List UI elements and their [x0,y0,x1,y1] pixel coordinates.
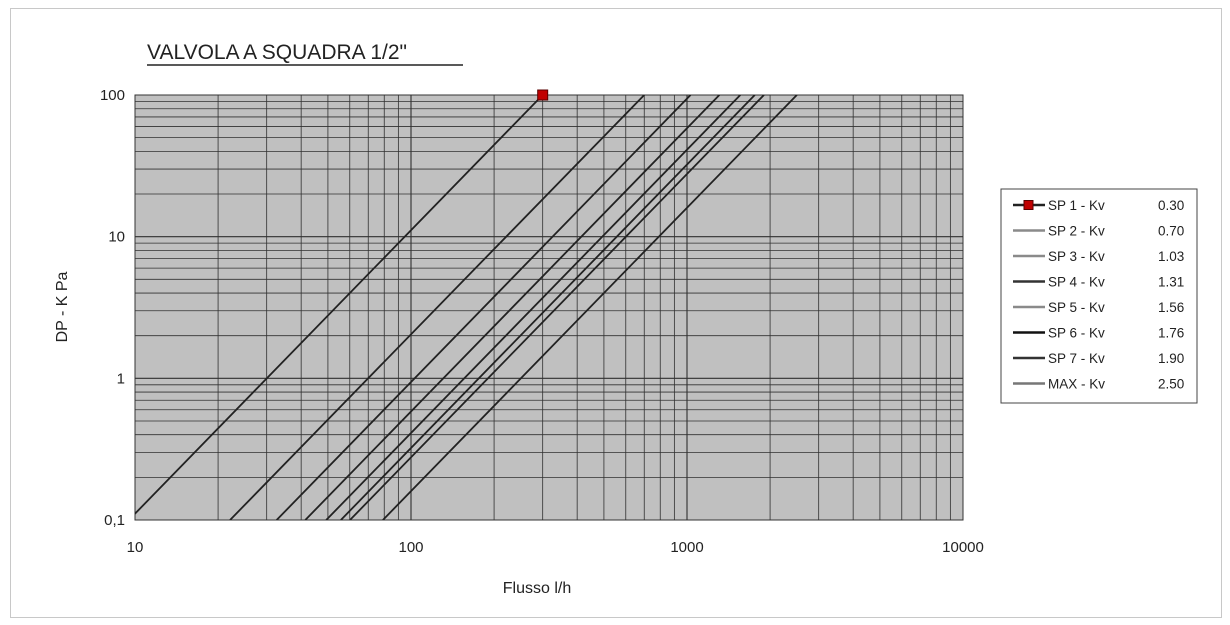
y-tick-label: 1 [117,370,125,387]
legend-kv-value: 1.56 [1158,300,1184,315]
legend-label: SP 3 - Kv [1048,249,1105,264]
legend-label: SP 5 - Kv [1048,300,1105,315]
legend-box [1000,188,1198,404]
x-tick-label: 1000 [670,539,703,556]
legend-label: SP 1 - Kv [1048,198,1105,213]
chart-frame: VALVOLA A SQUADRA 1/2" 10 100 1000 10000 0,… [10,8,1222,618]
x-tick-labels: 10 100 1000 10000 [127,539,984,556]
legend-kv-value: 1.76 [1158,326,1184,341]
series-line-5 [325,95,741,520]
series-line-8 [382,95,798,520]
legend-kv-value: 1.90 [1158,351,1184,366]
series-line-7 [349,95,765,520]
legend-label: MAX - Kv [1048,377,1105,392]
x-tick-label: 100 [398,539,423,556]
x-axis-label: Flusso l/h [503,580,571,597]
legend-kv-value: 1.03 [1158,249,1184,264]
legend-kv-value: 0.30 [1158,198,1184,213]
x-tick-label: 10000 [942,539,984,556]
legend-label: SP 4 - Kv [1048,275,1105,290]
chart-svg: VALVOLA A SQUADRA 1/2" 10 100 1000 10000 0,… [54,41,1198,597]
series-lines [135,89,798,520]
series-line-4 [304,95,721,520]
legend: SP 1 - Kv 0.30 SP 2 - Kv 0.70 SP 3 - Kv 1.03 S… [1000,188,1198,404]
grid-lines [135,95,963,520]
y-tick-labels: 0,1 1 10 100 [100,87,125,529]
y-axis-label: DP - K Pa [54,271,71,342]
legend-label: SP 7 - Kv [1048,351,1105,366]
legend-marker [1023,200,1034,210]
y-tick-label: 0,1 [104,512,125,529]
y-tick-label: 100 [100,87,125,104]
series-line-3 [276,95,692,520]
series-line-2 [229,95,645,520]
chart-title: VALVOLA A SQUADRA 1/2" [147,41,407,64]
y-tick-label: 10 [108,229,125,246]
legend-kv-value: 0.70 [1158,224,1184,239]
legend-label: SP 2 - Kv [1048,224,1105,239]
legend-label: SP 6 - Kv [1048,326,1105,341]
series-line-1 [135,95,544,515]
x-tick-label: 10 [127,539,144,556]
legend-kv-value: 2.50 [1158,377,1184,392]
legend-kv-value: 1.31 [1158,275,1184,290]
series-marker [537,89,549,101]
series-line-6 [340,95,756,520]
